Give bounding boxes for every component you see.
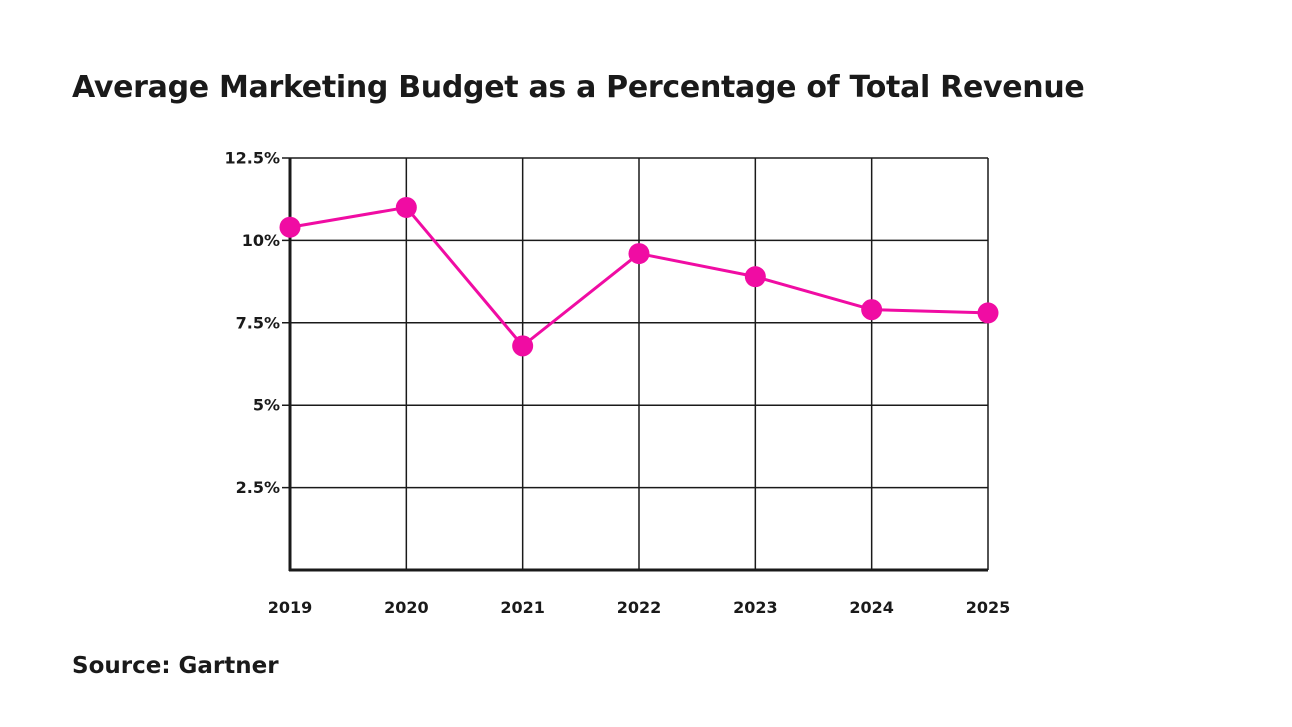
x-tick-label: 2023 xyxy=(733,598,778,617)
data-point xyxy=(861,299,883,321)
x-tick-labels: 2019 2020 2021 2022 2023 2024 2025 xyxy=(268,598,1011,617)
x-tick-label: 2019 xyxy=(268,598,313,617)
y-tick-label: 5% xyxy=(253,396,280,415)
y-tick-label: 10% xyxy=(242,231,280,250)
y-tick-labels: 2.5% 5% 7.5% 10% 12.5% xyxy=(224,149,280,498)
y-tick-label: 2.5% xyxy=(236,478,280,497)
chart-title: Average Marketing Budget as a Percentage… xyxy=(72,70,1085,105)
data-point xyxy=(279,216,301,238)
data-point xyxy=(512,335,534,357)
y-tick-label: 7.5% xyxy=(236,313,280,332)
data-point xyxy=(628,243,650,265)
source-note: Source: Gartner xyxy=(72,653,279,679)
data-point xyxy=(744,266,766,288)
y-tick-label: 12.5% xyxy=(224,149,280,168)
x-tick-label: 2022 xyxy=(617,598,662,617)
x-tick-label: 2020 xyxy=(384,598,429,617)
x-tick-label: 2024 xyxy=(849,598,894,617)
grid-lines xyxy=(282,157,989,570)
data-point xyxy=(395,196,417,218)
x-tick-label: 2021 xyxy=(500,598,545,617)
x-tick-label: 2025 xyxy=(966,598,1011,617)
series-points xyxy=(279,196,999,357)
data-point xyxy=(977,302,999,324)
